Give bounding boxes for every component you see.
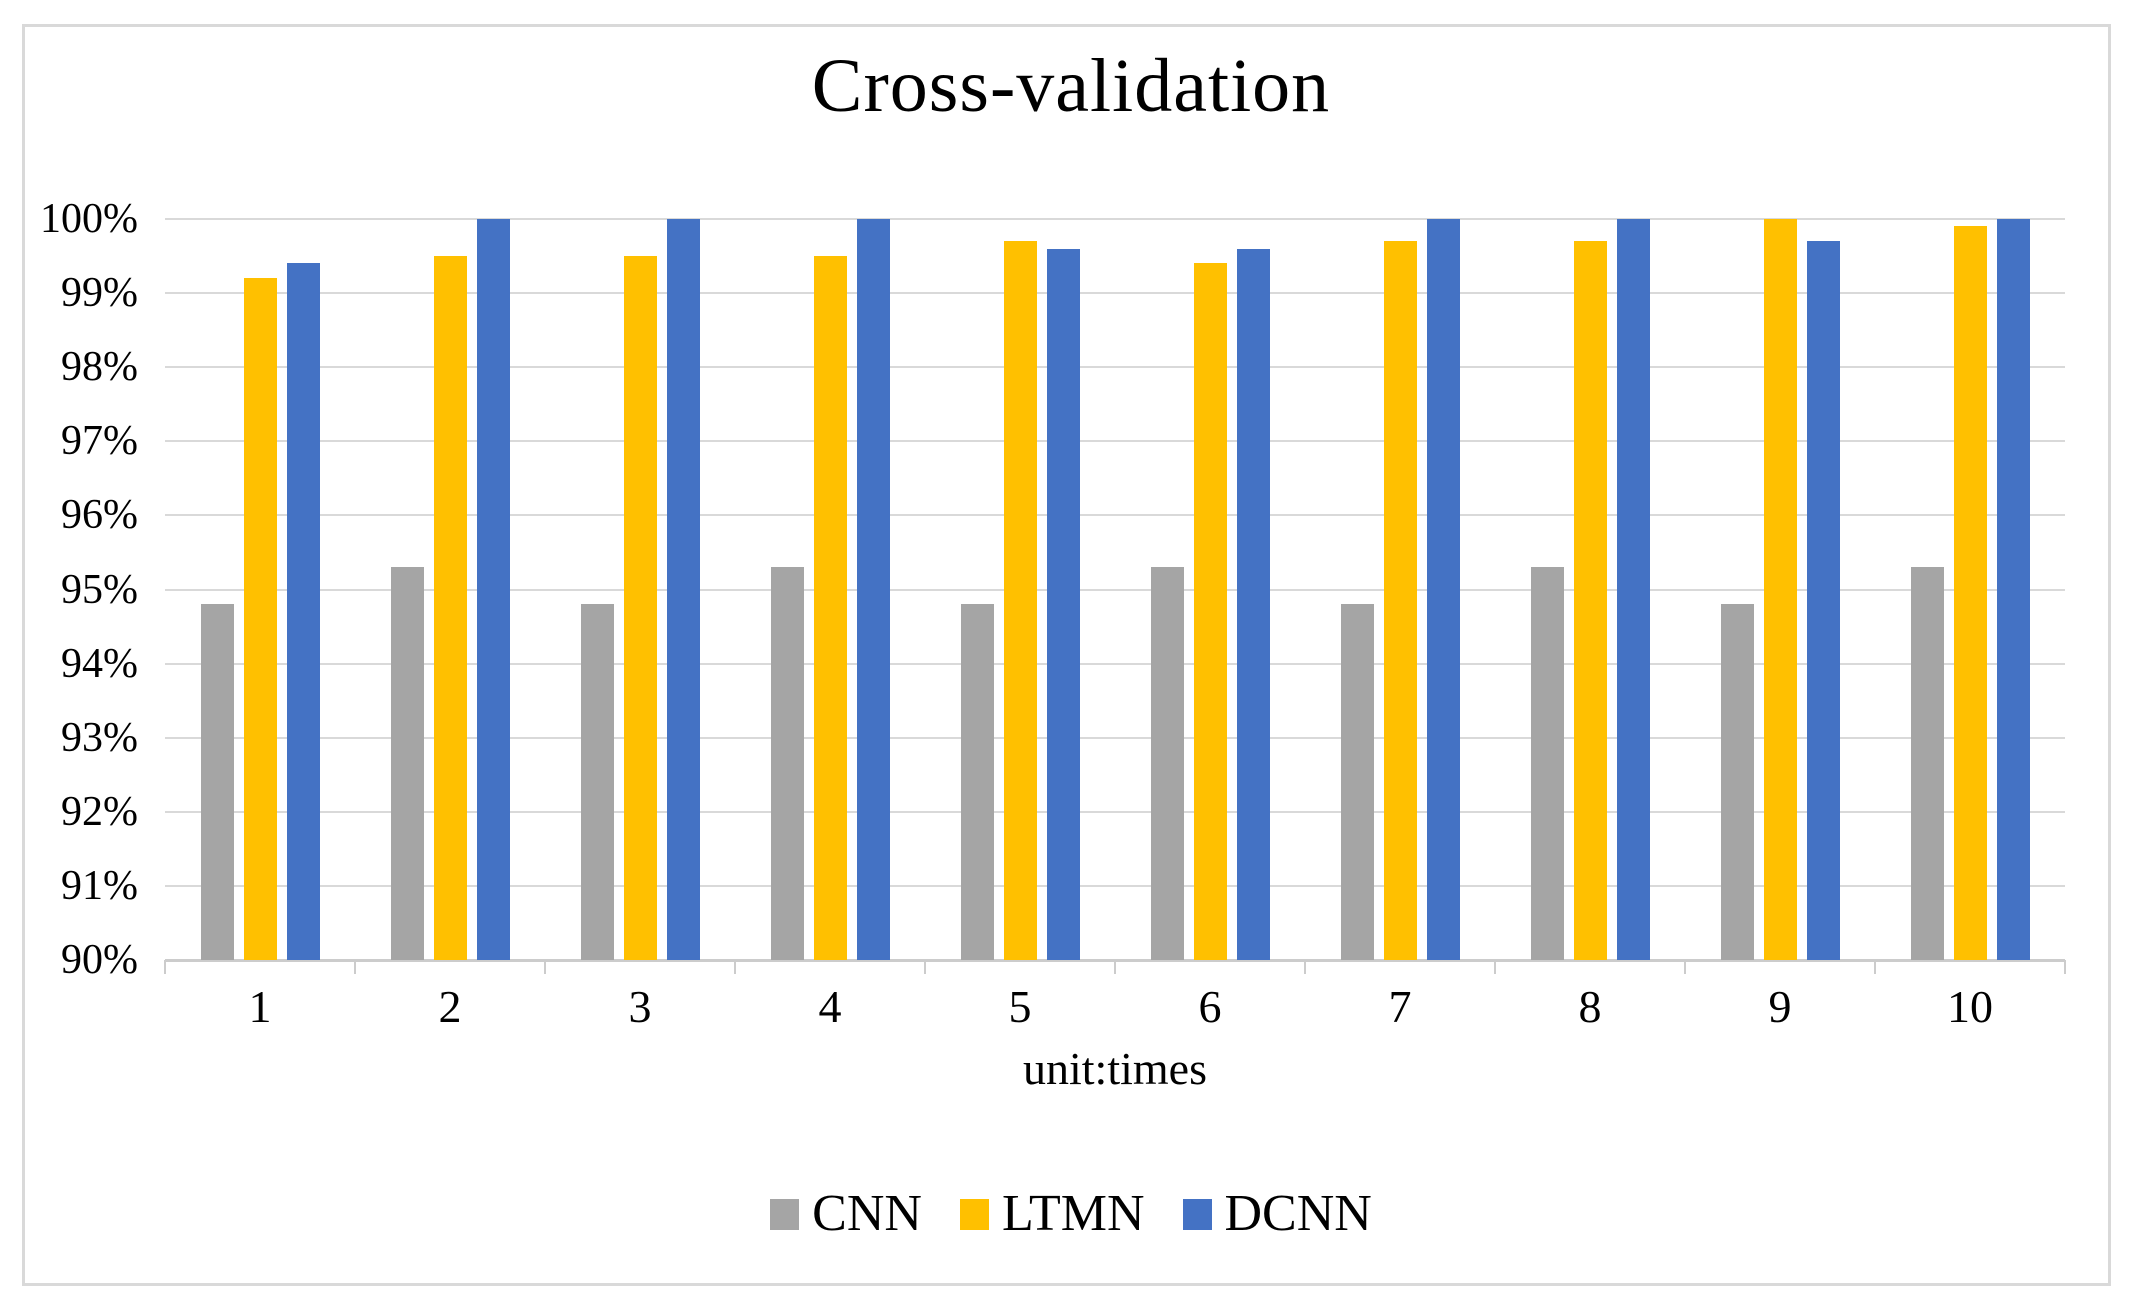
x-axis-tick bbox=[1304, 960, 1306, 974]
x-tick-label: 6 bbox=[1198, 981, 1222, 1032]
y-tick-label: 98% bbox=[61, 344, 138, 391]
gridline bbox=[165, 514, 2065, 517]
bar-dcnn-4 bbox=[856, 219, 890, 960]
gridline bbox=[165, 366, 2065, 369]
bar-dcnn-3 bbox=[666, 219, 700, 960]
bar-cnn-2 bbox=[390, 567, 424, 960]
bar-ltmn-7 bbox=[1383, 241, 1417, 960]
gridline bbox=[165, 218, 2065, 220]
x-axis-title: unit:times bbox=[1023, 1043, 1207, 1094]
x-tick-label: 1 bbox=[248, 981, 272, 1032]
gridline bbox=[165, 736, 2065, 739]
x-tick-label: 10 bbox=[1947, 981, 1993, 1032]
bar-cnn-6 bbox=[1150, 567, 1184, 960]
bar-dcnn-6 bbox=[1236, 248, 1270, 960]
gridline bbox=[165, 588, 2065, 591]
bar-cnn-7 bbox=[1340, 604, 1374, 960]
bar-ltmn-6 bbox=[1193, 263, 1227, 960]
legend-swatch bbox=[1182, 1198, 1212, 1230]
x-axis-tick bbox=[164, 960, 166, 974]
bar-cnn-3 bbox=[580, 604, 614, 960]
bar-dcnn-7 bbox=[1426, 219, 1460, 960]
legend-swatch bbox=[770, 1198, 800, 1230]
bar-cnn-4 bbox=[770, 567, 804, 960]
bar-dcnn-5 bbox=[1046, 248, 1080, 960]
x-tick-label: 3 bbox=[628, 981, 652, 1032]
legend-swatch bbox=[959, 1198, 989, 1230]
y-tick-label: 90% bbox=[61, 937, 138, 983]
bar-cnn-1 bbox=[200, 604, 234, 960]
y-tick-label: 91% bbox=[61, 862, 138, 909]
bar-dcnn-9 bbox=[1806, 241, 1840, 960]
x-axis-tick bbox=[1494, 960, 1496, 974]
bar-ltmn-4 bbox=[813, 256, 847, 960]
chart-border bbox=[22, 24, 2111, 1286]
legend-label: DCNN bbox=[1224, 1185, 1372, 1242]
legend-label: LTMN bbox=[1001, 1185, 1145, 1242]
bar-ltmn-10 bbox=[1953, 226, 1987, 960]
y-tick-label: 92% bbox=[61, 788, 138, 835]
legend-item-ltmn: LTMN bbox=[959, 1185, 1145, 1242]
gridline bbox=[165, 440, 2065, 443]
bar-cnn-5 bbox=[960, 604, 994, 960]
x-tick-label: 4 bbox=[818, 981, 842, 1032]
x-axis-tick bbox=[924, 960, 926, 974]
bar-ltmn-5 bbox=[1003, 241, 1037, 960]
bar-cnn-8 bbox=[1530, 567, 1564, 960]
y-tick-label: 95% bbox=[61, 566, 138, 613]
x-axis-tick bbox=[544, 960, 546, 974]
x-tick-label: 2 bbox=[438, 981, 462, 1032]
bar-ltmn-8 bbox=[1573, 241, 1607, 960]
y-tick-label: 99% bbox=[61, 270, 138, 317]
plot-area bbox=[164, 218, 2066, 974]
gridline bbox=[165, 884, 2065, 887]
gridline bbox=[165, 292, 2065, 295]
bar-cnn-9 bbox=[1720, 604, 1754, 960]
chart-title: Cross-validation bbox=[811, 44, 1331, 128]
bar-ltmn-2 bbox=[433, 256, 467, 960]
bar-ltmn-1 bbox=[243, 278, 277, 960]
legend-item-dcnn: DCNN bbox=[1182, 1185, 1372, 1242]
bar-ltmn-3 bbox=[623, 256, 657, 960]
y-tick-label: 93% bbox=[61, 714, 138, 761]
x-axis-tick bbox=[2064, 960, 2066, 974]
x-axis-tick bbox=[1684, 960, 1686, 974]
x-axis-tick bbox=[354, 960, 356, 974]
legend: CNN LTMN DCNN bbox=[0, 1186, 2142, 1242]
x-axis-tick bbox=[1114, 960, 1116, 974]
x-tick-label: 9 bbox=[1768, 981, 1792, 1032]
y-tick-label: 97% bbox=[61, 418, 138, 465]
x-tick-label: 5 bbox=[1008, 981, 1032, 1032]
bar-dcnn-2 bbox=[476, 219, 510, 960]
legend-label: CNN bbox=[812, 1185, 922, 1242]
legend-item-cnn: CNN bbox=[770, 1186, 922, 1242]
y-tick-label: 96% bbox=[61, 492, 138, 539]
x-tick-label: 8 bbox=[1578, 981, 1602, 1032]
bar-dcnn-1 bbox=[286, 263, 320, 960]
x-axis-tick bbox=[734, 960, 736, 974]
bar-ltmn-9 bbox=[1763, 219, 1797, 960]
bar-cnn-10 bbox=[1910, 567, 1944, 960]
bar-dcnn-10 bbox=[1996, 219, 2030, 960]
x-axis-tick bbox=[1874, 960, 1876, 974]
gridline bbox=[165, 662, 2065, 665]
gridline bbox=[165, 810, 2065, 813]
y-tick-label: 94% bbox=[61, 640, 138, 687]
x-tick-label: 7 bbox=[1388, 981, 1412, 1032]
bar-dcnn-8 bbox=[1616, 219, 1650, 960]
y-tick-label: 100% bbox=[40, 196, 138, 242]
